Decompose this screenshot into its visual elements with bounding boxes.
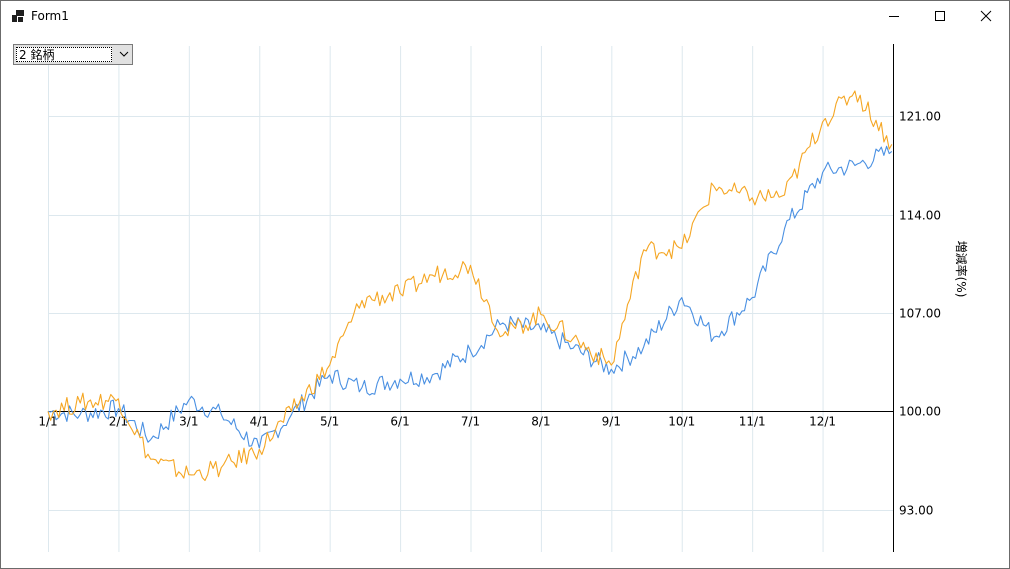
x-tick-label: 8/1 bbox=[531, 415, 550, 429]
minimize-icon bbox=[889, 16, 899, 17]
y-axis-title: 増減率(%) bbox=[954, 241, 969, 298]
x-tick-label: 1/1 bbox=[38, 415, 57, 429]
window-title: Form1 bbox=[31, 9, 69, 23]
x-tick-label: 9/1 bbox=[602, 415, 621, 429]
y-tick-label: 100.00 bbox=[899, 405, 941, 419]
y-tick-label: 107.00 bbox=[899, 307, 941, 321]
close-button[interactable] bbox=[963, 1, 1009, 31]
client-area: 93.00 100.00 107.00 114.00 121.00 1/1 2/1 3/1 4/… bbox=[1, 31, 1009, 568]
dropdown-button[interactable] bbox=[115, 45, 132, 64]
stock-count-select-value: 2 銘柄 bbox=[16, 47, 112, 62]
maximize-button[interactable] bbox=[917, 1, 963, 31]
y-tick-label: 121.00 bbox=[899, 110, 941, 124]
x-tick-label: 3/1 bbox=[179, 415, 198, 429]
x-tick-label: 4/1 bbox=[250, 415, 269, 429]
x-tick-label: 11/1 bbox=[739, 415, 766, 429]
series-line-1 bbox=[47, 145, 893, 449]
x-tick-label: 12/1 bbox=[809, 415, 836, 429]
app-icon bbox=[12, 10, 24, 22]
x-tick-label: 7/1 bbox=[461, 415, 480, 429]
title-bar[interactable]: Form1 bbox=[1, 1, 1009, 31]
series-line-2 bbox=[47, 90, 893, 482]
close-icon bbox=[980, 10, 992, 22]
y-tick-label: 93.00 bbox=[899, 504, 933, 518]
stock-count-select[interactable]: 2 銘柄 bbox=[13, 44, 133, 65]
x-tick-label: 6/1 bbox=[390, 415, 409, 429]
y-tick-label: 114.00 bbox=[899, 209, 941, 223]
maximize-icon bbox=[935, 11, 945, 21]
minimize-button[interactable] bbox=[871, 1, 917, 31]
x-tick-label: 5/1 bbox=[320, 415, 339, 429]
x-tick-label: 10/1 bbox=[668, 415, 695, 429]
chevron-down-icon bbox=[119, 51, 129, 57]
